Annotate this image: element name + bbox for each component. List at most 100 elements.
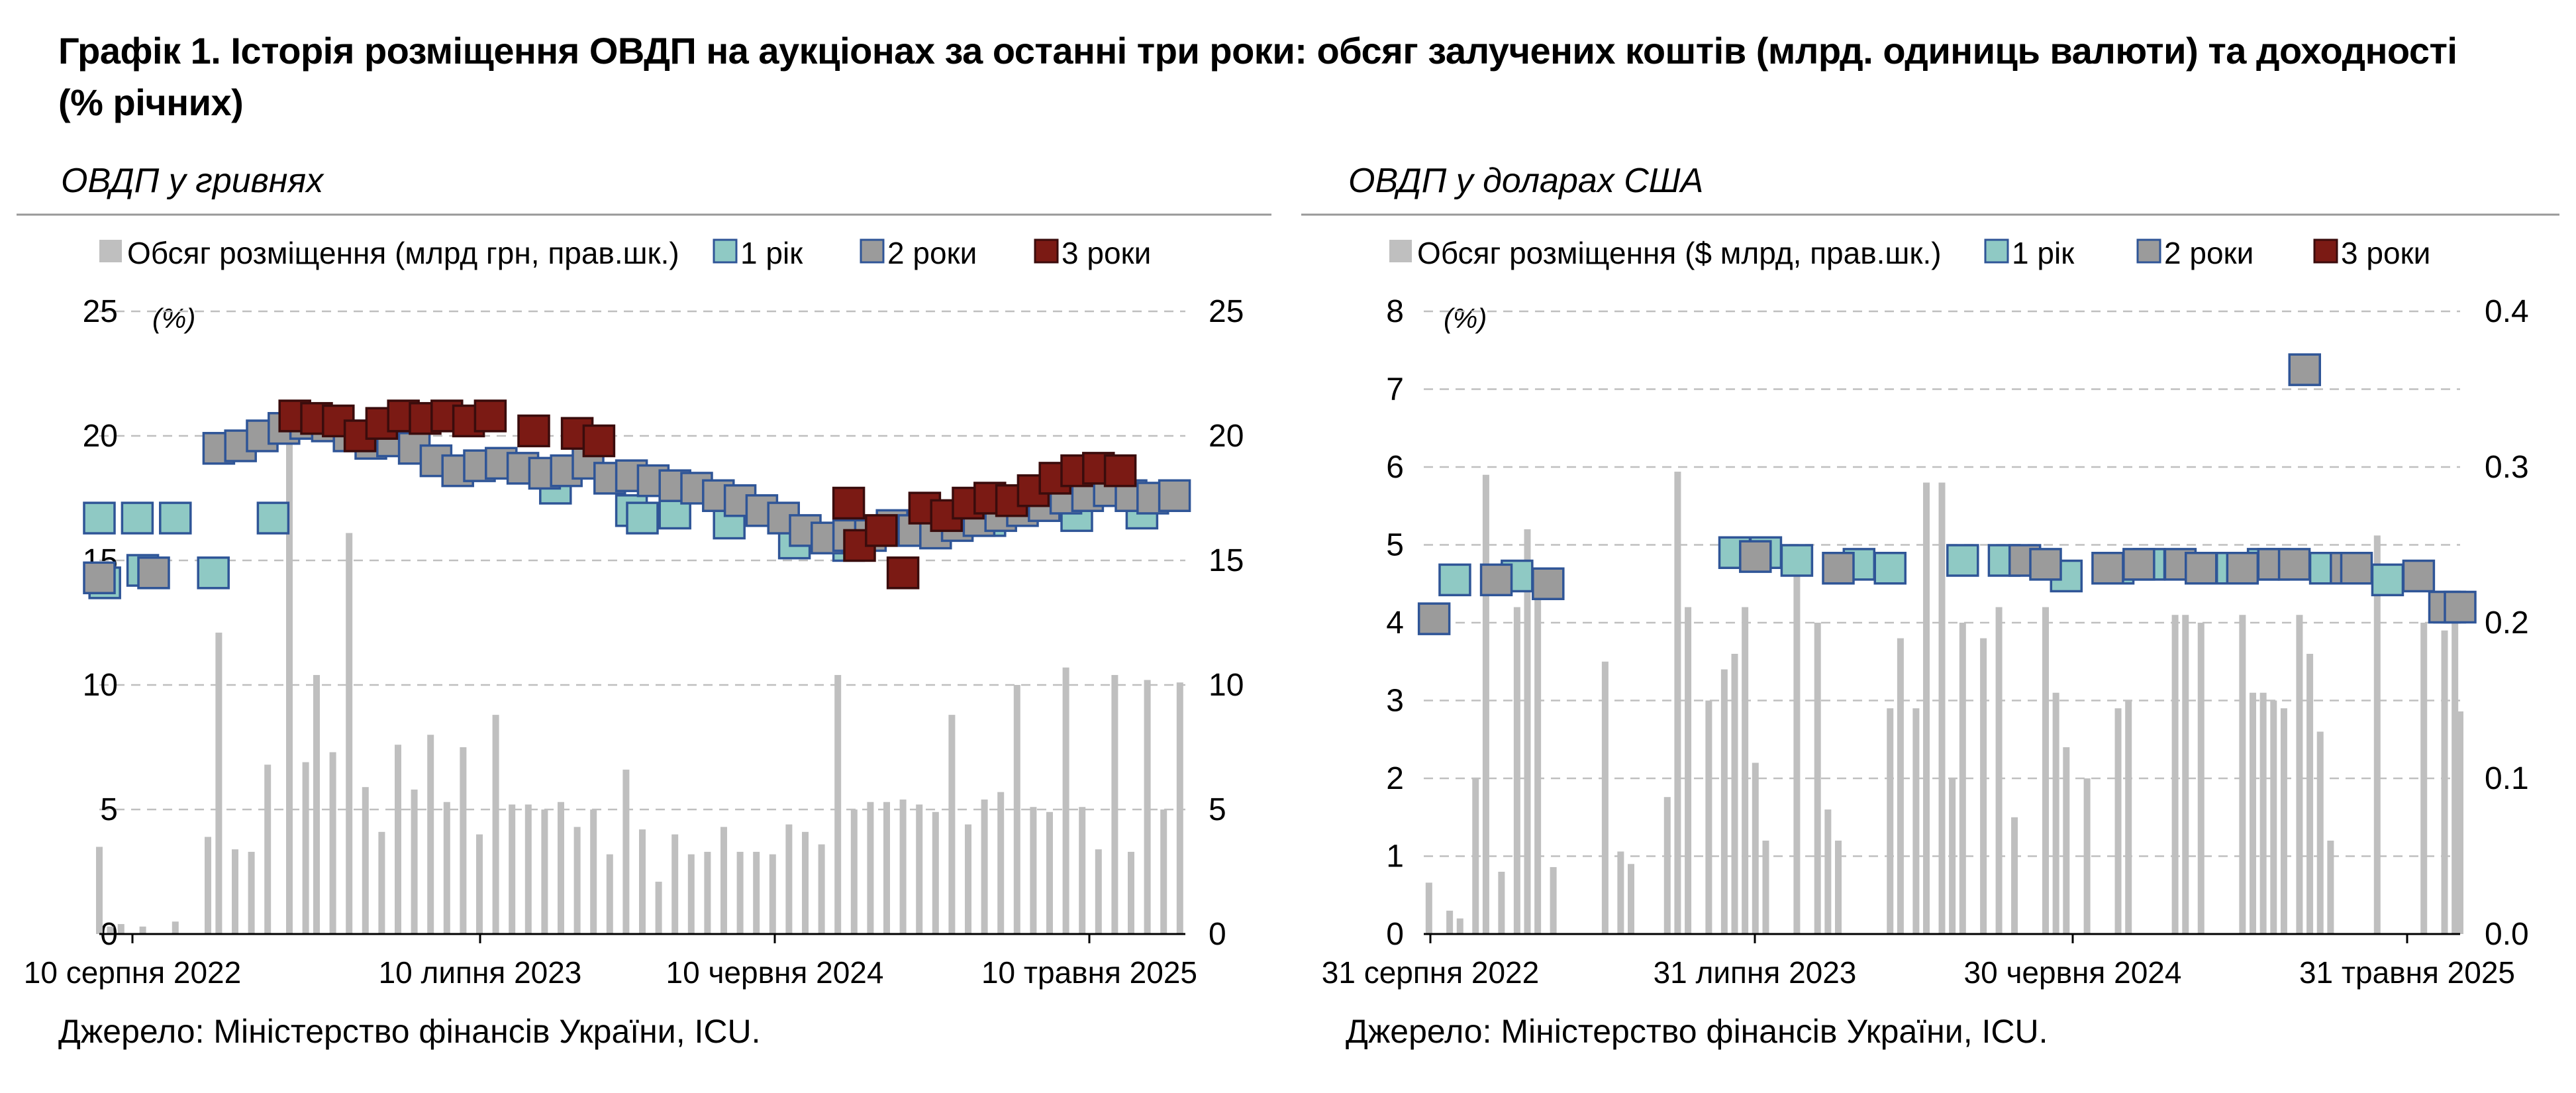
- legend-label-volume-usd: Обсяг розміщення ($ млрд, прав.шк.): [1417, 236, 1942, 270]
- volume-bar: [818, 844, 825, 934]
- yield-marker-2y: [1822, 552, 1855, 585]
- volume-bar: [622, 769, 630, 934]
- volume-bar: [2296, 615, 2303, 934]
- volume-bar: [1938, 482, 1946, 934]
- yield-marker-1y: [2371, 563, 2404, 597]
- unit-label-uah: (%): [152, 303, 195, 334]
- y-tick-left: 6: [1386, 450, 1404, 485]
- volume-bar: [2316, 731, 2324, 934]
- volume-bar: [1980, 638, 1987, 934]
- volume-bar: [1814, 623, 1821, 934]
- legend-swatch-3y: [1034, 238, 1059, 264]
- yield-marker-2y: [1739, 540, 1772, 573]
- yield-marker-3y: [886, 556, 920, 590]
- unit-label-usd: (%): [1444, 303, 1487, 334]
- volume-bar: [1731, 654, 1738, 934]
- volume-bar: [1949, 778, 1956, 934]
- yield-marker-2y: [1532, 567, 1565, 600]
- y-tick-left: 5: [1386, 528, 1404, 563]
- volume-bar: [590, 809, 597, 934]
- volume-bar: [2270, 700, 2277, 934]
- plot-area-usd: 0 1 2 3 4 5 6 7 8 0.0 0.1 0.2 0.3 0.4 31 серпня 2022 31…: [1322, 294, 2529, 990]
- volume-bar: [2250, 692, 2256, 934]
- volume-bar: [2452, 607, 2459, 934]
- volume-bar: [302, 762, 309, 934]
- volume-bar: [671, 834, 679, 934]
- yield-marker-1y: [197, 556, 230, 590]
- legend-swatch-1y-usd: [1984, 238, 2009, 264]
- yield-marker-2y: [2277, 548, 2311, 581]
- volume-bar: [1111, 674, 1118, 934]
- legend-swatch-volume-usd: [1389, 240, 1412, 262]
- y-tick-right: 0.0: [2485, 917, 2529, 952]
- volume-bar: [139, 926, 146, 934]
- yield-marker-2y: [2029, 548, 2062, 581]
- volume-bar: [1446, 910, 1454, 934]
- volume-bar: [443, 802, 450, 934]
- y-tick-left: 10: [83, 668, 118, 703]
- y-tick-left: 1: [1386, 839, 1404, 874]
- volume-bar: [1513, 607, 1520, 934]
- volume-bar: [1013, 685, 1020, 934]
- x-tick-label: 10 серпня 2022: [24, 955, 241, 990]
- volume-bar: [2420, 623, 2428, 934]
- source-note-uah: Джерело: Міністерство фінансів України, …: [58, 1013, 761, 1050]
- volume-bar: [1720, 669, 1728, 934]
- x-tick-label: 31 липня 2023: [1654, 955, 1857, 990]
- volume-bar: [1524, 529, 1531, 934]
- y-tick-right: 0.4: [2485, 294, 2529, 329]
- volume-bar: [1144, 680, 1151, 934]
- volume-bar: [1959, 623, 1966, 934]
- volume-bar: [2373, 535, 2381, 934]
- yield-marker-2y: [2444, 590, 2477, 624]
- yield-marker-2y: [2288, 353, 2321, 386]
- yield-marker-1y: [1946, 544, 1979, 577]
- yield-marker-3y: [582, 424, 616, 458]
- chart-title: Графік 1. Історія розміщення ОВДП на аук…: [58, 30, 2457, 123]
- volume-bar: [96, 847, 103, 934]
- volume-bar: [1685, 607, 1692, 934]
- volume-bar: [509, 804, 516, 934]
- y-tick-left: 8: [1386, 294, 1404, 329]
- panel-title-uah: ОВДП у гривнях: [61, 162, 324, 200]
- yield-marker-3y: [865, 514, 898, 547]
- volume-bar: [2280, 708, 2287, 934]
- yield-marker-2y: [83, 561, 116, 595]
- y-tick-right: 0.2: [2485, 605, 2529, 641]
- volume-bar: [1995, 607, 2003, 934]
- volume-bar: [1534, 576, 1542, 934]
- volume-bar: [346, 533, 353, 934]
- volume-bar: [2441, 630, 2448, 934]
- legend-label-volume: Обсяг розміщення (млрд грн, прав.шк.): [127, 236, 679, 270]
- y-tick-left: 2: [1386, 761, 1404, 796]
- x-tick-label: 10 липня 2023: [379, 955, 582, 990]
- volume-bar: [883, 802, 890, 934]
- yield-marker-2y: [2402, 559, 2436, 593]
- y-tick-left: 25: [83, 294, 118, 329]
- yield-marker-2y: [137, 556, 170, 590]
- y-tick-left: 0: [1386, 917, 1404, 952]
- volume-bar: [1617, 851, 1624, 934]
- x-tick-label: 30 червня 2024: [1964, 955, 2182, 990]
- volume-bar: [932, 811, 939, 934]
- yield-marker-1y: [256, 501, 290, 535]
- x-tick-label: 10 червня 2024: [666, 955, 884, 990]
- volume-bar: [172, 921, 179, 934]
- yield-marker-3y: [517, 414, 550, 448]
- volume-bar: [997, 792, 1005, 934]
- volume-bar: [1472, 778, 1479, 934]
- volume-bar: [232, 849, 238, 934]
- volume-bar: [378, 831, 385, 934]
- volume-bar: [1160, 809, 1167, 934]
- volume-bar: [1425, 882, 1432, 934]
- legend-label-2y: 2 роки: [887, 236, 977, 270]
- legend-uah: Обсяг розміщення (млрд грн, прав.шк.) 1 …: [99, 236, 1151, 270]
- volume-bar: [1793, 576, 1801, 934]
- volume-bar: [2306, 654, 2314, 934]
- volume-bar: [1030, 807, 1037, 934]
- volume-bar: [558, 802, 564, 934]
- volume-bar: [286, 411, 293, 934]
- volume-bar: [2197, 623, 2204, 934]
- volume-bar: [215, 633, 223, 934]
